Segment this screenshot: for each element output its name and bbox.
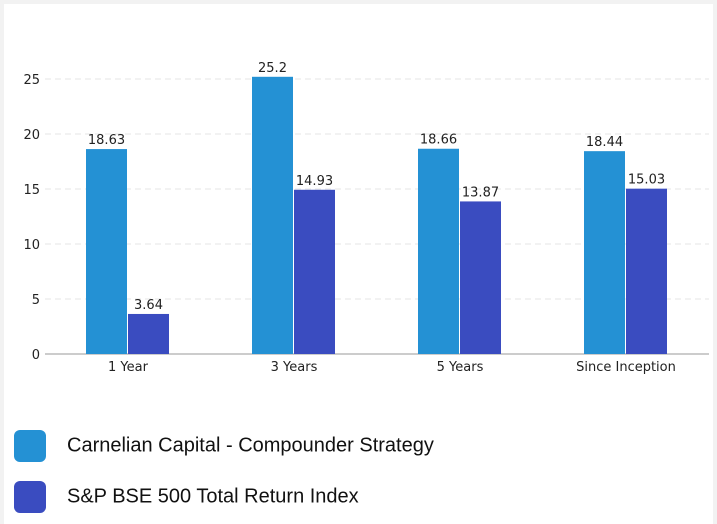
bar: [460, 201, 501, 354]
y-tick-label: 0: [32, 348, 40, 363]
x-tick-label: 1 Year: [108, 360, 149, 375]
data-label: 18.66: [420, 133, 457, 148]
bar: [584, 151, 625, 354]
y-tick-label: 15: [23, 183, 40, 198]
x-tick-label: Since Inception: [576, 360, 676, 375]
bar: [252, 76, 293, 355]
data-label: 25.2: [258, 61, 287, 76]
legend-swatch: [14, 430, 46, 462]
data-label: 13.87: [462, 185, 499, 200]
data-label: 3.64: [134, 298, 163, 313]
legend-label: Carnelian Capital - Compounder Strategy: [67, 434, 434, 456]
y-tick-label: 10: [23, 238, 40, 253]
bar: [128, 313, 169, 354]
legend-label: S&P BSE 500 Total Return Index: [67, 485, 359, 507]
bar: [294, 189, 335, 354]
data-label: 14.93: [296, 174, 333, 189]
data-label: 18.44: [586, 135, 623, 150]
y-tick-label: 20: [23, 128, 40, 143]
bar: [86, 149, 127, 354]
y-tick-label: 25: [23, 73, 40, 88]
data-label: 18.63: [88, 133, 125, 148]
y-tick-label: 5: [32, 293, 40, 308]
x-tick-label: 5 Years: [437, 360, 484, 375]
legend-swatch: [14, 481, 46, 513]
data-label: 15.03: [628, 173, 665, 188]
bar: [626, 188, 667, 354]
bar: [418, 148, 459, 354]
x-tick-label: 3 Years: [271, 360, 318, 375]
